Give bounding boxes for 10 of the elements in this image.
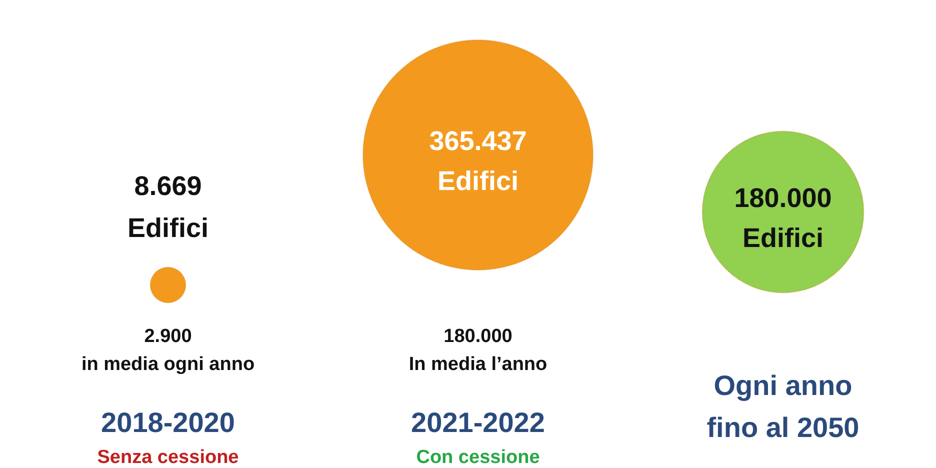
text: Senza cessione [97,447,239,468]
data-label: 365.437 Edifici [429,126,527,196]
category-label: 2021-2022 [411,407,545,438]
text: 180.000 In media l’anno [408,326,548,375]
category-label: 2018-2020 [101,407,235,438]
text: 2.900 in media ogni anno [81,326,255,375]
text: Con cessione [416,447,540,468]
data-label: 180.000 Edifici [734,183,832,253]
category-label: Ogni anno fino al 2050 [706,370,860,443]
data-label: 8.669 Edifici [127,171,209,243]
